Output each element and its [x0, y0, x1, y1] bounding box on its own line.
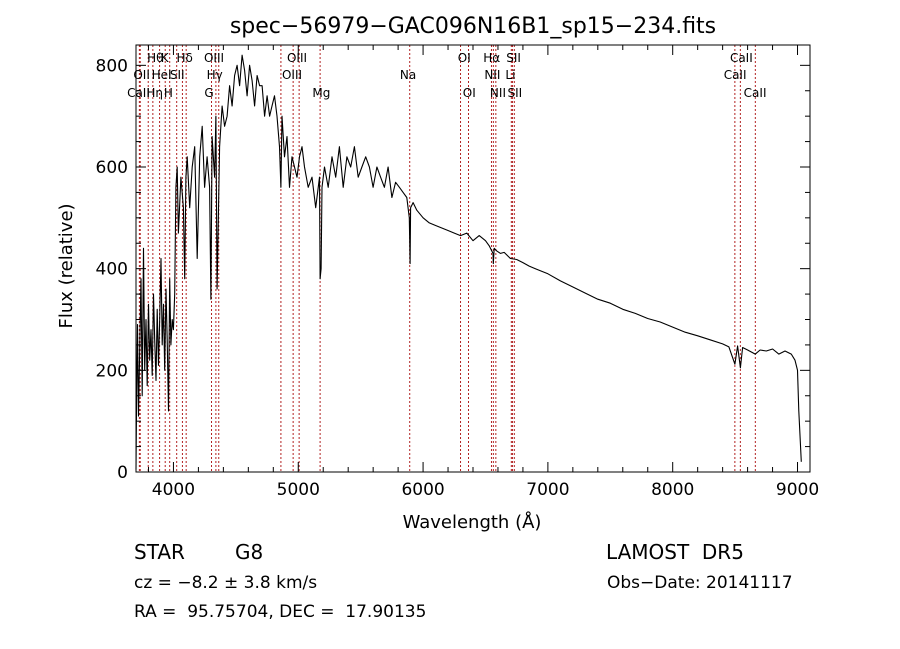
line-label: SII	[170, 68, 185, 82]
line-label: Hα	[483, 51, 500, 65]
chart-title: spec−56979−GAC096N16B1_sp15−234.fits	[230, 14, 716, 39]
line-label: Mg	[312, 86, 330, 100]
y-tick-label: 400	[96, 260, 128, 280]
x-axis-label: Wavelength (Å)	[403, 511, 542, 533]
line-label: NII	[484, 68, 500, 82]
line-label: Hδ	[176, 51, 192, 65]
line-markers	[138, 45, 756, 472]
line-label: Hγ	[207, 68, 223, 82]
survey-name: LAMOST DR5	[606, 540, 744, 564]
line-label: CaII	[724, 68, 747, 82]
line-label: G	[204, 86, 213, 100]
line-label: OIII	[204, 51, 224, 65]
y-tick-label: 600	[96, 158, 128, 178]
line-label: Hη	[146, 86, 163, 100]
x-tick-label: 7000	[526, 480, 569, 500]
line-label: Na	[400, 68, 416, 82]
line-label: SII	[507, 86, 522, 100]
y-tick-label: 0	[117, 463, 128, 483]
redshift-readout: cz = −8.2 ± 3.8 km/s	[134, 573, 318, 593]
line-label: OIII	[282, 68, 302, 82]
line-label: CaII	[744, 86, 767, 100]
y-tick-label: 800	[96, 56, 128, 76]
object-class: STAR	[134, 540, 185, 564]
coordinates: RA = 95.75704, DEC = 17.90135	[134, 602, 427, 622]
x-tick-label: 9000	[776, 480, 819, 500]
x-tick-label: 4000	[152, 480, 195, 500]
obs-date: Obs−Date: 20141117	[607, 573, 793, 593]
line-label: OIII	[287, 51, 307, 65]
x-tick-label: 6000	[401, 480, 444, 500]
y-tick-label: 200	[96, 361, 128, 381]
line-label: NII	[490, 86, 506, 100]
spectrum-line	[135, 54, 802, 470]
line-label: CaII	[730, 51, 753, 65]
line-label: H	[164, 86, 173, 100]
line-label: OI	[463, 86, 476, 100]
x-tick-label: 8000	[651, 480, 694, 500]
spectrum-series	[135, 54, 802, 470]
line-label: K	[161, 51, 170, 65]
line-label: HeI	[152, 68, 172, 82]
plot-frame	[135, 44, 811, 473]
line-label: OII	[133, 68, 150, 82]
axes: 4000 5000 6000 7000 8000 9000 0 200 400 600 800	[96, 44, 819, 500]
line-label: OI	[458, 51, 471, 65]
spectral-subclass: G8	[235, 540, 264, 564]
x-tick-label: 5000	[277, 480, 320, 500]
line-label: Hθ	[147, 51, 163, 65]
line-label: SII	[506, 51, 521, 65]
line-label: CaII	[127, 86, 150, 100]
line-label: Li	[505, 68, 515, 82]
y-axis-label: Flux (relative)	[56, 203, 77, 328]
